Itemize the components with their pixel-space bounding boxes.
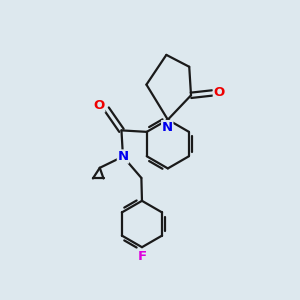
Text: N: N [117, 150, 128, 163]
Text: F: F [137, 250, 146, 262]
Text: O: O [213, 86, 225, 99]
Text: O: O [94, 99, 105, 112]
Text: N: N [162, 121, 173, 134]
